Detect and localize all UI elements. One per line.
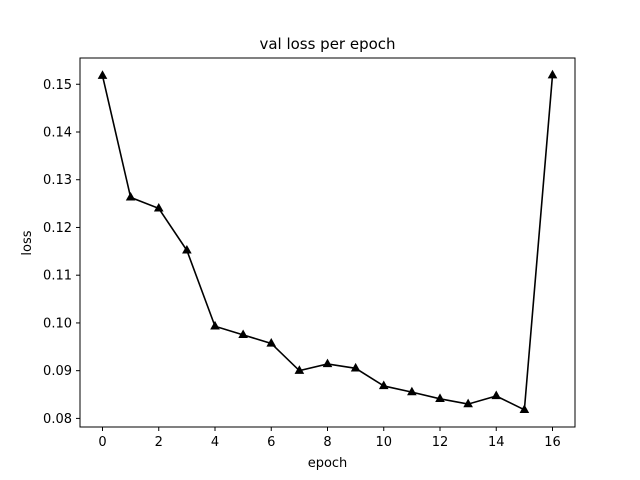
data-point-marker (491, 390, 502, 400)
y-tick-label: 0.15 (43, 78, 72, 93)
data-point-marker (125, 191, 136, 201)
x-axis-label: epoch (308, 456, 348, 471)
data-point-marker (435, 393, 445, 403)
x-tick-label: 4 (211, 435, 219, 450)
data-point-marker (378, 380, 389, 390)
y-tick-label: 0.09 (43, 364, 72, 379)
data-point-marker (350, 362, 361, 372)
y-tick-label: 0.08 (43, 412, 72, 427)
data-point-marker (407, 386, 417, 396)
data-point-marker (463, 398, 473, 408)
data-point-marker (519, 404, 530, 413)
data-point-marker (153, 202, 164, 212)
data-point-marker (97, 70, 108, 79)
y-tick-label: 0.10 (43, 316, 72, 331)
x-tick-label: 14 (488, 435, 505, 450)
x-axis: 0 2 4 6 8 10 12 14 16 (98, 427, 561, 450)
x-tick-label: 8 (323, 435, 331, 450)
x-tick-label: 10 (375, 435, 392, 450)
y-tick-label: 0.14 (43, 125, 72, 140)
data-point-marker (210, 320, 220, 330)
data-point-marker (266, 338, 277, 347)
y-axis: 0.08 0.09 0.10 0.11 0.12 0.13 0.14 0.15 (43, 78, 80, 427)
data-point-marker (182, 244, 192, 254)
chart-title: val loss per epoch (259, 35, 395, 53)
data-point-marker (238, 329, 248, 339)
y-axis-label: loss (20, 230, 35, 255)
data-point-marker (294, 365, 305, 374)
x-tick-label: 12 (432, 435, 449, 450)
data-point-marker (547, 69, 558, 79)
plot-area (80, 58, 575, 427)
plot-frame (79, 57, 576, 428)
y-tick-label: 0.12 (43, 221, 72, 236)
x-tick-label: 0 (98, 435, 106, 450)
data-point-marker (322, 358, 333, 368)
x-tick-label: 6 (267, 435, 275, 450)
data-point-markers (97, 69, 558, 413)
y-tick-label: 0.13 (43, 173, 72, 188)
x-tick-label: 2 (155, 435, 163, 450)
x-tick-label: 16 (544, 435, 561, 450)
y-tick-label: 0.11 (43, 269, 72, 284)
